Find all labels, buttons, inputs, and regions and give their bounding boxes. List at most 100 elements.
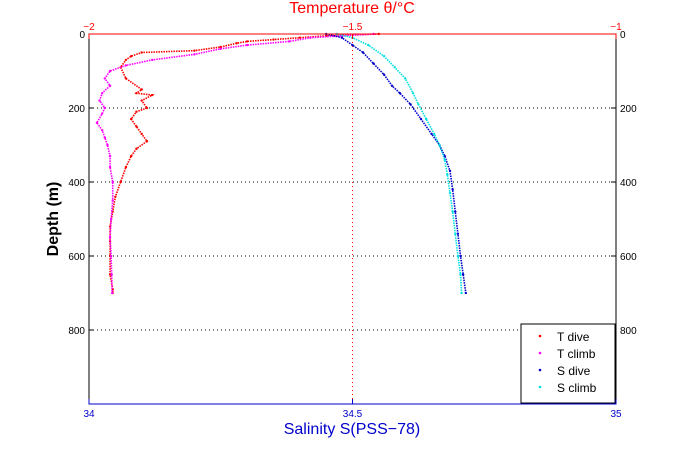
- data-point: [103, 106, 107, 110]
- legend-box: [520, 323, 616, 404]
- data-point: [114, 195, 117, 198]
- data-point: [129, 55, 133, 58]
- data-point: [393, 66, 396, 69]
- data-point: [432, 132, 436, 136]
- data-point: [448, 191, 452, 195]
- legend-label: T climb: [557, 347, 596, 361]
- data-point: [235, 42, 238, 45]
- data-point: [298, 36, 301, 39]
- data-point: [140, 99, 143, 102]
- data-point: [135, 147, 138, 150]
- data-point: [145, 106, 149, 110]
- data-point: [119, 180, 122, 184]
- data-point: [111, 180, 114, 184]
- series-layer: [95, 32, 468, 295]
- data-point: [382, 73, 386, 76]
- bottom-tick-label: 34.5: [343, 409, 363, 420]
- data-point: [109, 254, 113, 258]
- y-tick-label-left: 600: [68, 252, 85, 263]
- data-point: [140, 132, 143, 136]
- data-point: [193, 49, 196, 52]
- y-tick-label-left: 800: [68, 326, 85, 337]
- data-point: [151, 93, 154, 97]
- data-point: [106, 143, 109, 147]
- top-tick-label: −1: [610, 22, 622, 33]
- data-point: [110, 273, 113, 276]
- data-point: [100, 129, 104, 132]
- data-point: [129, 117, 133, 121]
- data-point: [140, 51, 143, 54]
- data-point: [129, 154, 133, 158]
- data-point: [100, 92, 104, 95]
- data-point: [288, 40, 291, 43]
- data-point: [108, 166, 112, 169]
- data-point: [103, 77, 107, 80]
- data-point: [109, 217, 113, 221]
- bottom-axis-title: Salinity S(PSS−78): [284, 421, 421, 438]
- data-point: [98, 99, 101, 102]
- data-point: [443, 158, 446, 161]
- legend-label: S dive: [557, 364, 591, 378]
- legend: T dive T climb S dive S climb: [520, 323, 616, 404]
- data-point: [135, 110, 138, 113]
- data-point: [124, 64, 128, 67]
- y-tick-label-right: 800: [620, 326, 637, 337]
- y-axis-title: Depth (m): [45, 182, 62, 257]
- y-tick-label-left: 400: [68, 178, 85, 189]
- y-tick-label-right: 600: [620, 252, 637, 263]
- data-point: [245, 43, 249, 47]
- data-point: [430, 132, 433, 136]
- legend-label: S climb: [557, 381, 597, 395]
- data-point: [124, 58, 128, 62]
- data-point: [108, 236, 112, 239]
- data-point: [411, 92, 415, 95]
- data-point: [193, 53, 196, 56]
- data-point: [108, 69, 112, 73]
- data-point: [108, 154, 112, 158]
- data-point: [451, 188, 454, 191]
- series-line: [325, 33, 467, 294]
- data-point: [135, 92, 138, 95]
- bottom-tick-label: 35: [610, 409, 622, 420]
- y-tick-label-left: 0: [79, 30, 85, 41]
- data-point: [140, 88, 143, 91]
- grid-lines: [89, 34, 616, 404]
- data-point: [95, 121, 99, 125]
- data-point: [108, 84, 112, 88]
- axis-layer: 0 0 200 200 400 400 600 600 800 800 −2 −1.5 −1 34 34.5…: [68, 22, 637, 420]
- data-point: [460, 291, 463, 295]
- data-point: [390, 84, 394, 88]
- series-s-climb: [335, 32, 463, 295]
- series-t-climb: [95, 32, 375, 295]
- data-point: [103, 136, 107, 139]
- data-point: [219, 47, 222, 50]
- data-point: [135, 125, 138, 128]
- data-point: [456, 254, 460, 258]
- data-point: [124, 166, 128, 169]
- bottom-tick-label: 34: [83, 409, 95, 420]
- data-point: [398, 92, 402, 95]
- data-point: [461, 273, 465, 276]
- data-point: [219, 45, 222, 49]
- data-point: [459, 254, 462, 258]
- data-point: [446, 173, 449, 176]
- data-point: [145, 140, 149, 143]
- data-point: [382, 55, 386, 58]
- data-point: [100, 112, 104, 115]
- data-point: [417, 103, 420, 106]
- top-tick-label: −1.5: [343, 22, 363, 33]
- data-point: [111, 199, 114, 202]
- data-point: [124, 77, 128, 80]
- legend-marker: [538, 368, 542, 372]
- data-point: [151, 58, 154, 62]
- data-point: [438, 143, 441, 147]
- data-point: [340, 36, 344, 39]
- data-point: [372, 62, 375, 65]
- data-point: [272, 38, 275, 41]
- data-point: [419, 117, 423, 121]
- data-point: [459, 273, 462, 276]
- legend-marker: [538, 385, 542, 389]
- data-point: [464, 291, 468, 295]
- data-point: [409, 103, 412, 106]
